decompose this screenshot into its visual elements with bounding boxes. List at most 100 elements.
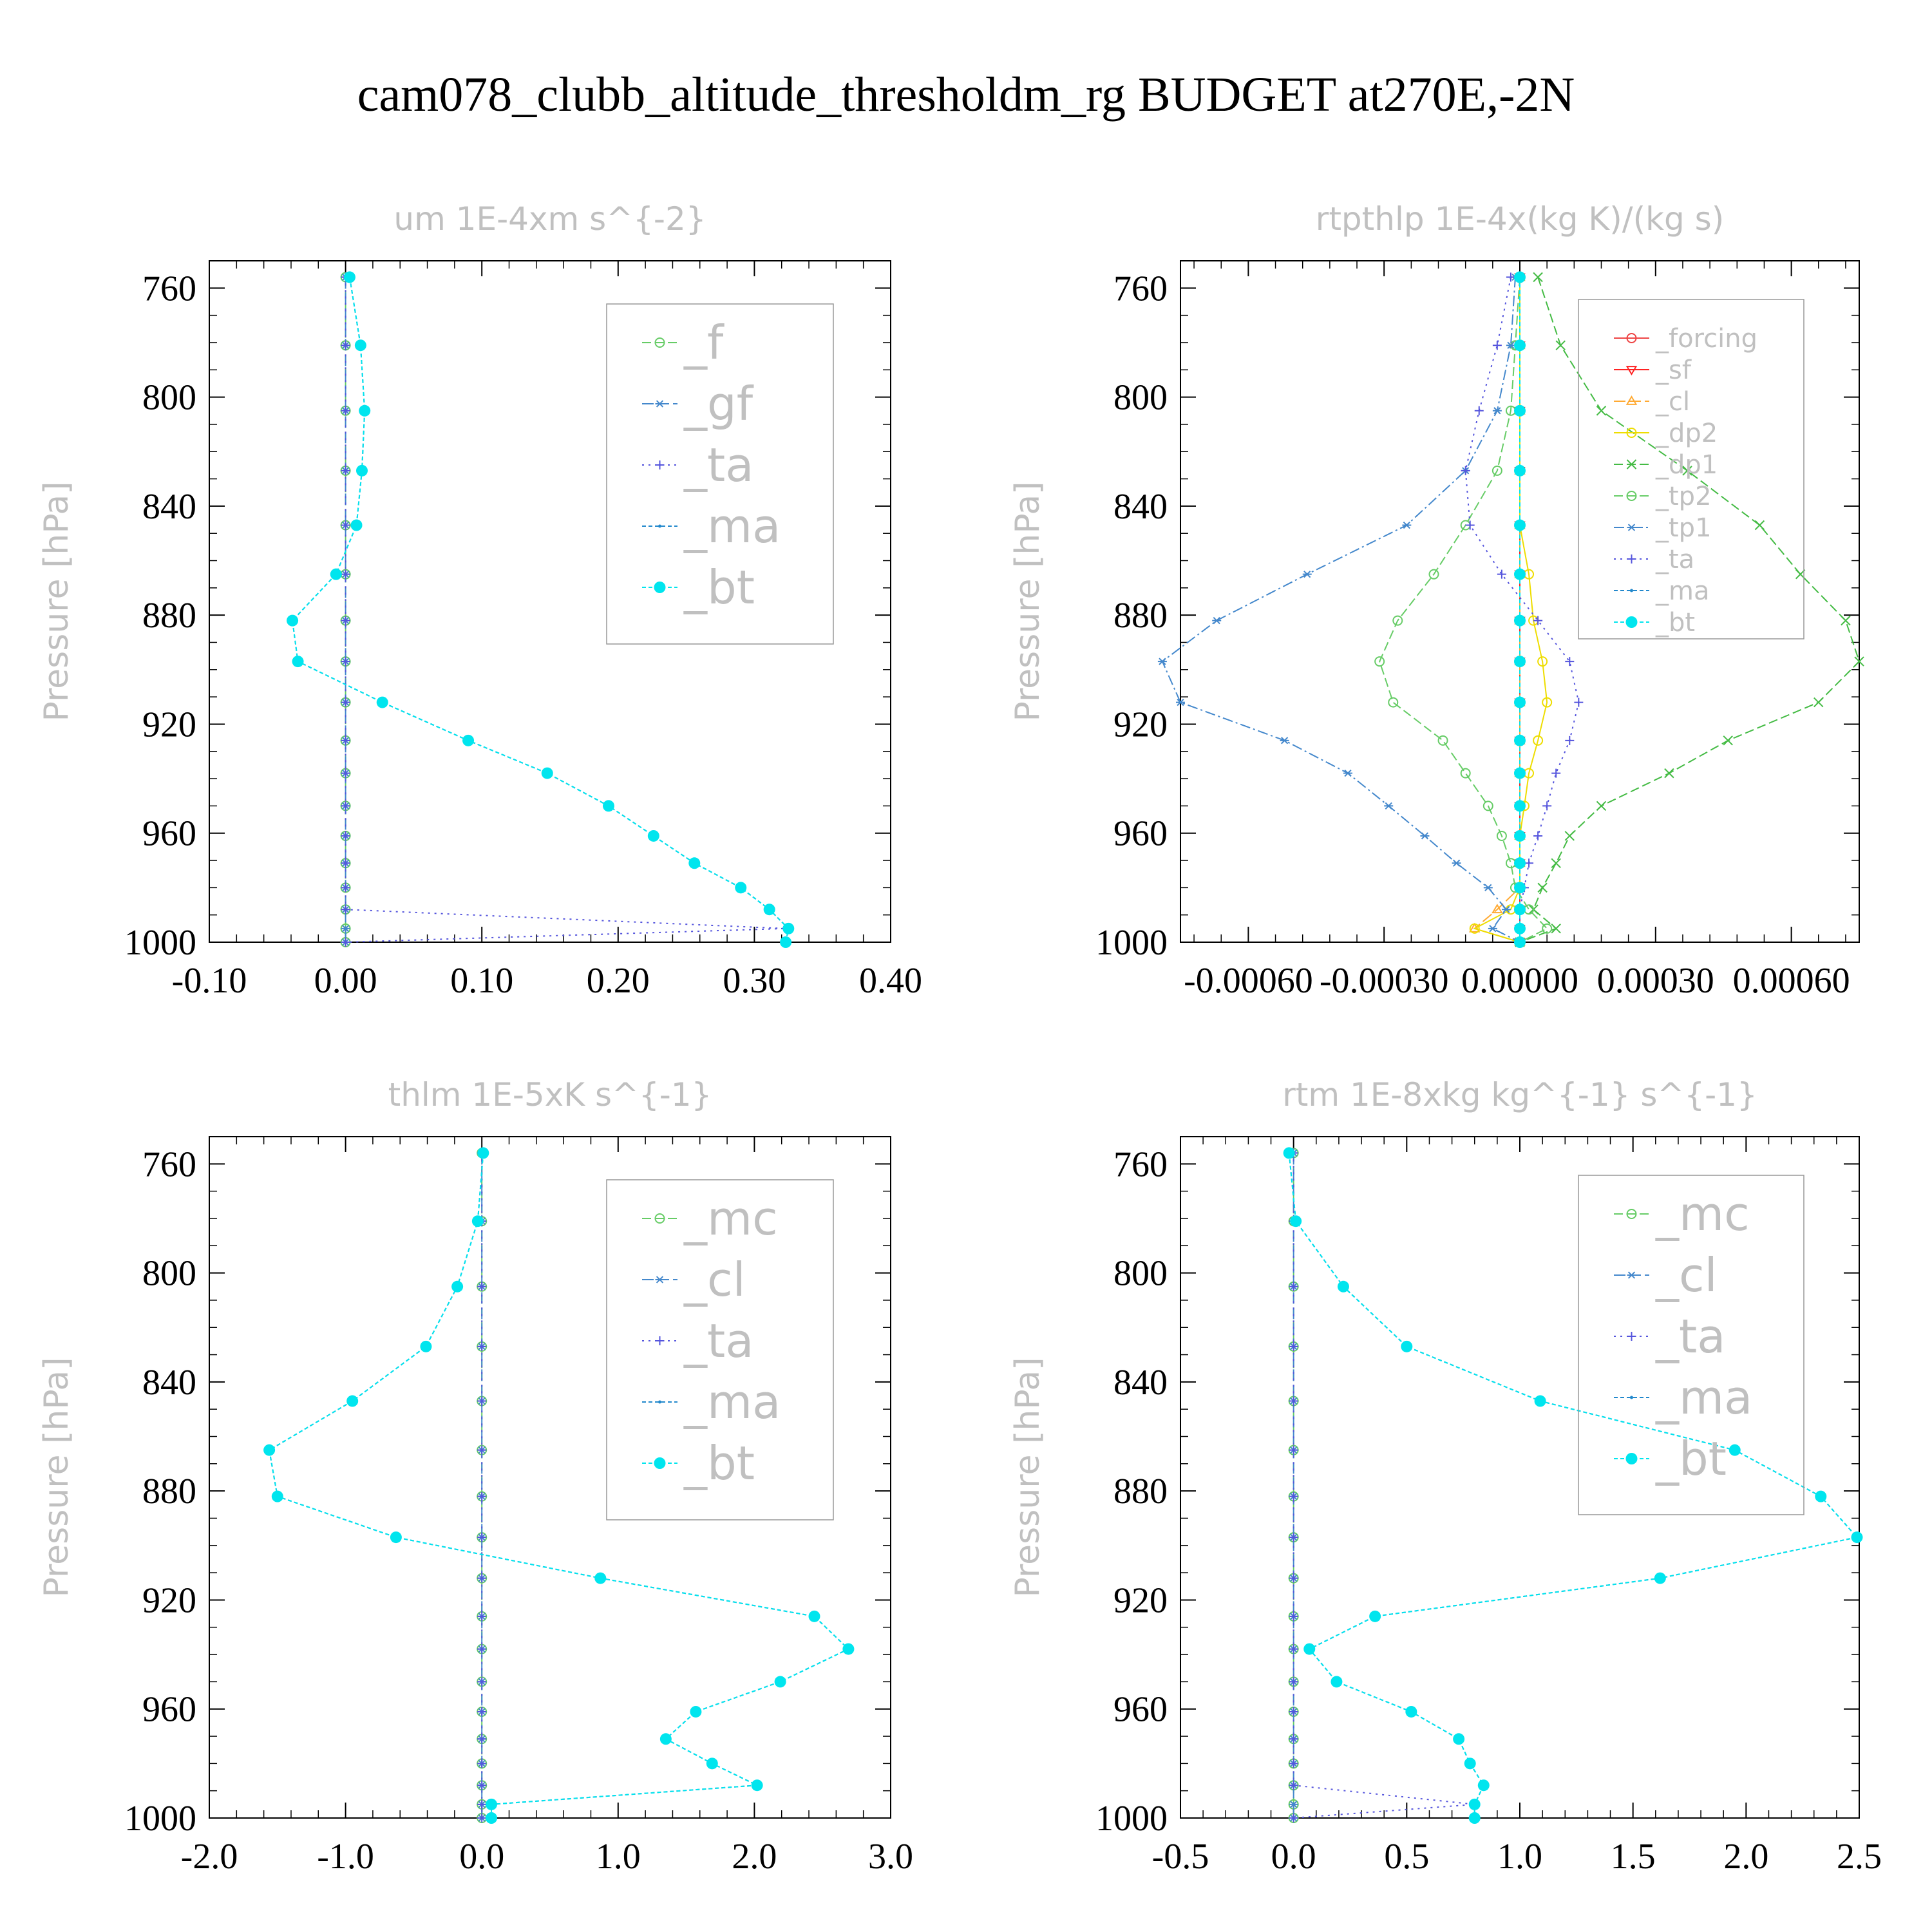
data-point <box>1176 698 1185 706</box>
data-point <box>594 1572 607 1584</box>
data-point <box>1289 1801 1298 1808</box>
data-point <box>1492 904 1503 914</box>
data-point <box>1514 519 1526 531</box>
data-point <box>420 1340 432 1352</box>
legend-label: _bt <box>1655 608 1695 638</box>
data-point <box>690 1705 702 1718</box>
series-dp2 <box>1469 272 1553 947</box>
data-point <box>1542 801 1552 811</box>
data-point <box>330 568 342 580</box>
y-tick-label: 1000 <box>124 1799 196 1839</box>
data-point <box>1343 770 1352 777</box>
data-point <box>341 925 350 933</box>
y-tick-label: 840 <box>1113 1363 1168 1403</box>
data-point <box>1514 922 1526 934</box>
data-point <box>1564 831 1575 841</box>
data-point <box>1289 1445 1298 1455</box>
data-point <box>1565 657 1575 667</box>
data-point <box>477 1644 487 1654</box>
legend-marker <box>1625 1453 1638 1464</box>
data-point <box>1514 882 1526 894</box>
y-tick-label: 960 <box>1113 1690 1168 1730</box>
y-tick-label: 800 <box>142 1254 196 1294</box>
legend-label: _ma <box>1655 576 1709 606</box>
data-point <box>1460 768 1471 779</box>
data-point <box>390 1531 402 1544</box>
x-tick-label: 1.5 <box>1611 1837 1656 1877</box>
y-tick-label: 840 <box>1113 487 1168 527</box>
data-point <box>1289 1707 1298 1716</box>
data-point <box>1514 829 1526 842</box>
data-point <box>1596 406 1607 416</box>
data-point <box>1289 1396 1298 1406</box>
legend-label: _ma <box>683 499 781 553</box>
legend-marker <box>1626 333 1637 343</box>
data-point <box>477 1611 487 1621</box>
data-point <box>1815 1490 1827 1502</box>
legend-box <box>606 303 834 645</box>
data-point <box>477 1282 487 1291</box>
panel-3: thlm 1E-5xK s^{-1} Pressure [hPa] 760 800 84… <box>37 1076 913 1877</box>
y-tick-label: 960 <box>142 1690 196 1730</box>
legend-marker <box>1625 395 1638 405</box>
data-point <box>1464 1757 1476 1770</box>
data-point <box>477 1147 489 1159</box>
data-point <box>341 831 350 840</box>
data-point <box>1524 904 1535 915</box>
data-point <box>477 1396 487 1406</box>
legend-marker <box>1626 491 1637 501</box>
data-point <box>1514 767 1526 779</box>
x-tick-label: 0.5 <box>1384 1837 1429 1877</box>
series-line <box>1288 1153 1859 1818</box>
data-point <box>1482 800 1493 811</box>
series-line <box>1161 277 1520 943</box>
legend-label: _f <box>683 316 724 370</box>
legend-label: _ta <box>683 438 753 492</box>
data-point <box>1420 832 1430 840</box>
data-point <box>1289 1611 1298 1621</box>
legend-label: _ta <box>1655 545 1694 574</box>
data-point <box>477 1533 487 1542</box>
data-point <box>354 339 366 352</box>
panel-title: thlm 1E-5xK s^{-1} <box>388 1076 712 1113</box>
data-point <box>1401 1340 1413 1352</box>
y-tick-label: 800 <box>142 378 196 418</box>
legend-label: _tp1 <box>1655 513 1712 543</box>
y-tick-label: 1000 <box>1095 923 1168 963</box>
y-tick-label: 880 <box>1113 596 1168 636</box>
data-point <box>706 1757 718 1770</box>
y-tick-label: 760 <box>1113 269 1168 308</box>
legend-marker <box>1630 589 1633 592</box>
legend-label: _cl <box>1655 1248 1718 1302</box>
data-point <box>1537 656 1548 667</box>
data-point <box>341 858 350 868</box>
legend-box <box>1578 299 1804 639</box>
data-point <box>1854 656 1864 667</box>
legend-label: _cl <box>1655 387 1690 417</box>
legend-marker <box>1627 1271 1636 1279</box>
legend: _forcing_sf_cl_dp2_dp1_tp2_tp1_ta_ma_bt <box>1578 299 1804 639</box>
data-point <box>1514 404 1526 417</box>
data-point <box>1506 341 1515 349</box>
legend-marker <box>1627 524 1636 531</box>
series-line <box>1473 277 1548 943</box>
y-tick-label: 1000 <box>124 923 196 963</box>
x-tick-label: -0.00030 <box>1320 961 1449 1001</box>
legend-label: _mc <box>1655 1187 1750 1241</box>
data-point <box>1514 696 1526 708</box>
data-point <box>350 519 363 531</box>
data-point <box>1384 802 1394 810</box>
data-point <box>343 271 355 283</box>
y-tick-label: 760 <box>142 1144 196 1184</box>
legend-marker <box>654 582 666 593</box>
x-tick-label: 0.0 <box>459 1837 504 1877</box>
data-point <box>1428 569 1439 580</box>
legend-label: _forcing <box>1655 324 1757 354</box>
data-point <box>477 1799 487 1809</box>
y-tick-label: 920 <box>1113 1580 1168 1620</box>
y-tick-label: 800 <box>1113 378 1168 418</box>
x-tick-label: -2.0 <box>181 1837 238 1877</box>
data-point <box>1280 737 1289 744</box>
legend-label: _bt <box>683 560 755 614</box>
